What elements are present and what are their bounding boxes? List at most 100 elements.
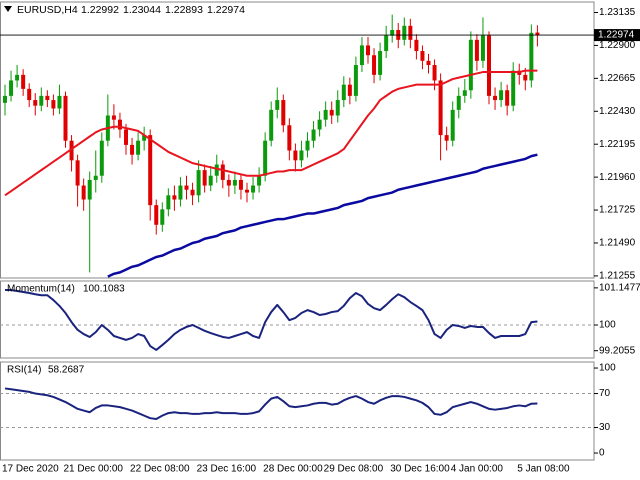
candle-body bbox=[366, 45, 370, 56]
candle-body bbox=[353, 65, 358, 96]
header-close: 1.22974 bbox=[207, 4, 245, 16]
candle-body bbox=[9, 80, 14, 96]
candle-body bbox=[202, 170, 207, 186]
candle-body bbox=[160, 209, 165, 225]
candle-body bbox=[214, 164, 219, 176]
y-tick-label: 100 bbox=[599, 363, 616, 374]
panel-frame bbox=[0, 1, 595, 279]
y-tick-label: 100 bbox=[599, 320, 616, 331]
y-tick-label: 1.21960 bbox=[599, 172, 636, 183]
header-low: 1.22893 bbox=[165, 4, 203, 16]
candle-body bbox=[493, 95, 498, 101]
candle-body bbox=[511, 70, 516, 106]
candle-body bbox=[462, 90, 467, 96]
x-tick-label: 28 Dec 00:00 bbox=[263, 464, 323, 475]
candle-body bbox=[15, 74, 20, 81]
candle-body bbox=[426, 60, 431, 66]
y-tick-label: 1.22195 bbox=[599, 139, 636, 150]
candle-body bbox=[323, 109, 328, 120]
candle-body bbox=[75, 160, 80, 186]
x-tick-label: 17 Dec 2020 bbox=[2, 464, 59, 475]
candle-body bbox=[384, 35, 389, 52]
candle-body bbox=[305, 140, 310, 151]
candle-body bbox=[81, 185, 86, 200]
candle-body bbox=[359, 45, 364, 66]
candle-body bbox=[220, 164, 225, 180]
panel-frame bbox=[0, 280, 595, 359]
candle-body bbox=[226, 179, 231, 186]
price-label: 1.22974 bbox=[598, 30, 635, 41]
candle-body bbox=[184, 185, 189, 190]
candle-body bbox=[251, 185, 256, 193]
candle-body bbox=[341, 84, 346, 101]
candle-body bbox=[99, 140, 104, 176]
candle-body bbox=[275, 100, 280, 110]
x-tick-label: 22 Dec 08:00 bbox=[130, 464, 190, 475]
x-tick-label: 5 Jan 08:00 bbox=[517, 464, 570, 475]
candle-body bbox=[505, 90, 510, 106]
candle-body bbox=[148, 135, 153, 206]
y-tick-label: 1.23135 bbox=[599, 7, 636, 18]
candle-body bbox=[190, 189, 195, 196]
candle-body bbox=[154, 205, 159, 225]
candle-body bbox=[87, 179, 92, 200]
collapse-icon[interactable] bbox=[4, 6, 12, 12]
candle-body bbox=[390, 30, 395, 36]
candle-body bbox=[63, 95, 68, 141]
candle-body bbox=[93, 175, 98, 180]
moving-average bbox=[107, 153, 538, 278]
candle-body bbox=[238, 179, 243, 190]
candle-body bbox=[299, 150, 304, 161]
candle-body bbox=[166, 195, 171, 210]
candle-body bbox=[39, 95, 44, 106]
symbol-title: EURUSD,H4 bbox=[17, 4, 78, 16]
candle-body bbox=[335, 100, 340, 116]
candle-body bbox=[311, 129, 316, 141]
candle-body bbox=[257, 175, 262, 186]
candle-body bbox=[438, 80, 443, 136]
candle-body bbox=[420, 51, 425, 61]
candle-body bbox=[232, 179, 237, 186]
candle-body bbox=[456, 95, 461, 110]
candle-body bbox=[408, 25, 413, 40]
candle-body bbox=[263, 140, 268, 176]
y-tick-label: 1.22665 bbox=[599, 73, 636, 84]
y-tick-label: 101.1477 bbox=[599, 283, 640, 294]
candle-body bbox=[69, 140, 74, 161]
candle-body bbox=[372, 55, 377, 75]
candle-body bbox=[378, 51, 383, 75]
candle-body bbox=[499, 90, 504, 101]
y-tick-label: 99.2055 bbox=[599, 345, 636, 356]
panel-frame bbox=[0, 361, 595, 461]
candle-body bbox=[414, 39, 419, 52]
y-tick-label: 1.21725 bbox=[599, 205, 636, 216]
candle-body bbox=[21, 74, 26, 89]
candle-body bbox=[402, 25, 407, 40]
candle-body bbox=[208, 175, 213, 186]
candle-body bbox=[27, 88, 32, 101]
candle-body bbox=[178, 185, 183, 200]
candle-body bbox=[535, 32, 540, 36]
candle-body bbox=[124, 129, 128, 145]
candle-body bbox=[196, 170, 201, 196]
candle-body bbox=[281, 100, 286, 126]
y-tick-label: 70 bbox=[599, 388, 611, 399]
x-tick-label: 29 Dec 08:00 bbox=[324, 464, 384, 475]
header-high: 1.23044 bbox=[123, 4, 161, 16]
moving-average bbox=[4, 69, 538, 197]
indicator-value: 58.2687 bbox=[48, 365, 85, 376]
candle-body bbox=[142, 135, 147, 141]
candle-body bbox=[269, 109, 274, 141]
y-tick-label: 1.22430 bbox=[599, 106, 636, 117]
candle-body bbox=[347, 84, 352, 96]
indicator-value: 100.1083 bbox=[83, 284, 125, 295]
candle-body bbox=[450, 109, 455, 141]
candle-body bbox=[117, 119, 122, 130]
indicator-line bbox=[4, 387, 538, 421]
candle-body bbox=[245, 189, 249, 193]
indicator-title: Momentum(14) bbox=[7, 284, 75, 295]
candle-body bbox=[45, 95, 50, 101]
y-tick-label: 1.21255 bbox=[599, 271, 636, 282]
